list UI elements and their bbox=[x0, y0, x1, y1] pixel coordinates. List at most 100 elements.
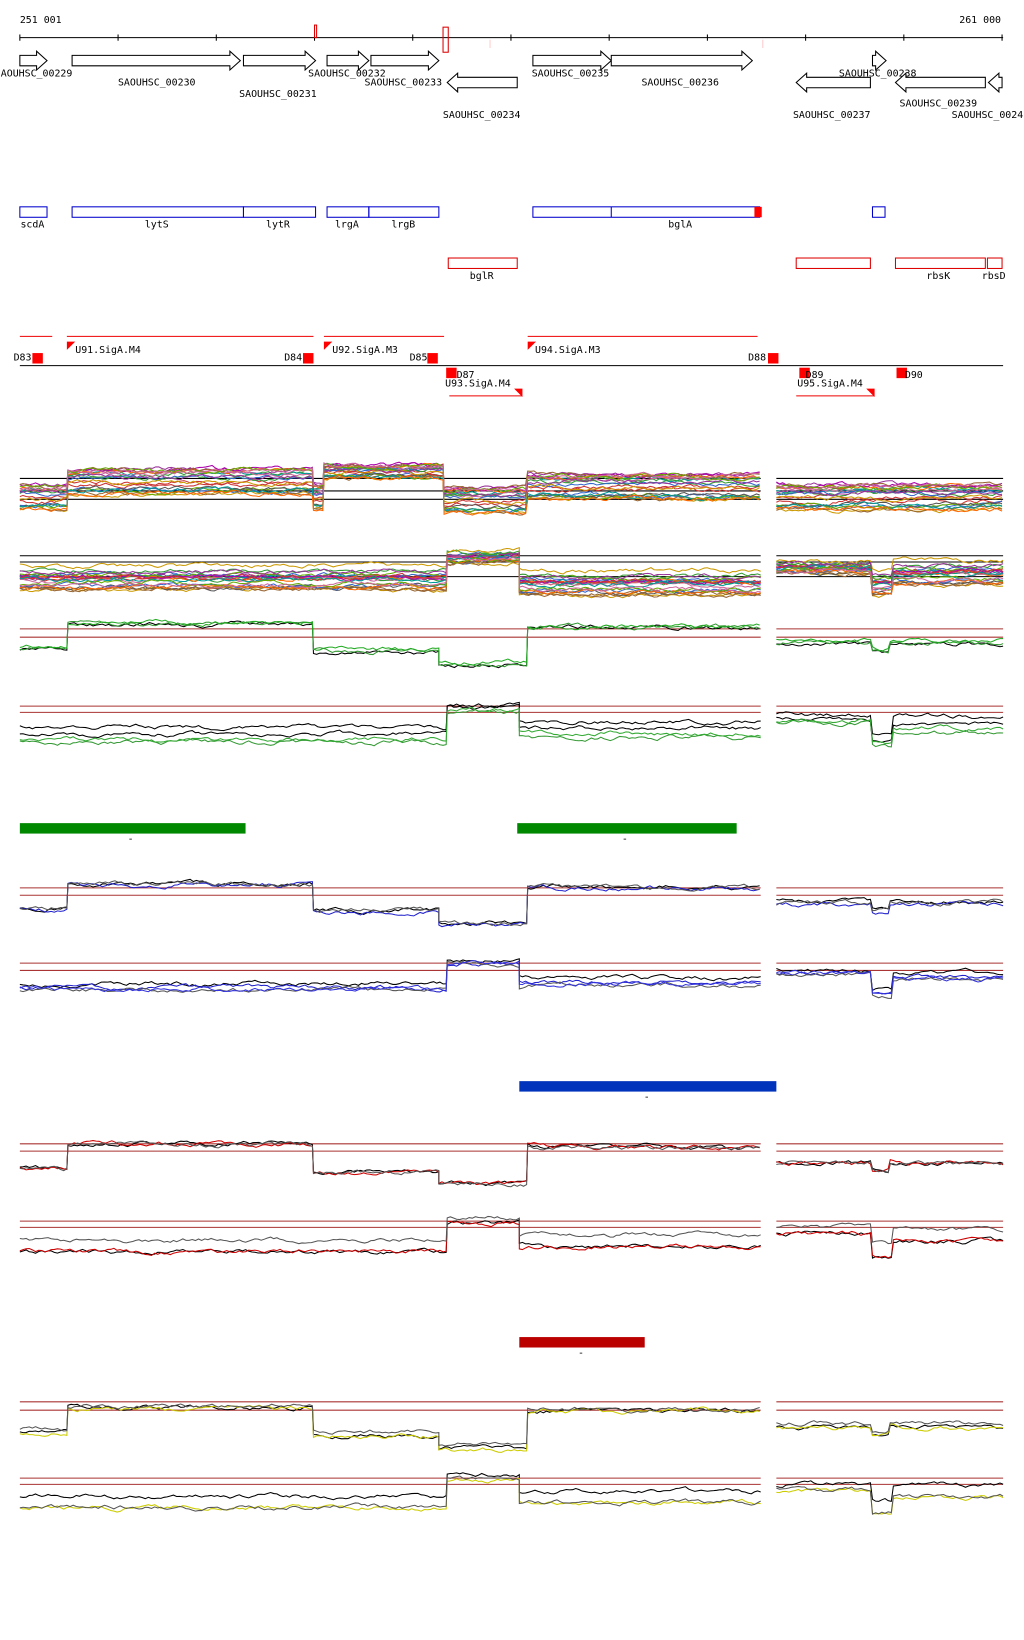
operon-box bbox=[795, 257, 871, 269]
condition-bar bbox=[517, 823, 737, 834]
gene-arrow bbox=[71, 50, 242, 72]
feature-label: U91.SigA.M4 bbox=[75, 345, 141, 356]
terminator bbox=[427, 353, 438, 364]
marker bbox=[442, 26, 449, 53]
gene-arrow bbox=[532, 50, 613, 72]
expression-trace bbox=[19, 707, 1004, 744]
terminator bbox=[896, 367, 907, 379]
expression-trace bbox=[19, 549, 1004, 580]
gene-label: AOUHSC_00229 bbox=[1, 68, 73, 79]
gene-arrow bbox=[326, 50, 370, 72]
feature-label: U93.SigA.M4 bbox=[445, 378, 511, 389]
gene-label: SAOUHSC_00235 bbox=[532, 68, 610, 79]
expression-trace bbox=[19, 1475, 1004, 1515]
feature-label: U92.SigA.M3 bbox=[332, 345, 398, 356]
terminator bbox=[768, 353, 779, 364]
expression-trace bbox=[19, 1472, 1004, 1503]
terminator bbox=[446, 367, 457, 379]
feature-label: D90 bbox=[905, 370, 923, 381]
operon-label: scdA bbox=[20, 220, 44, 231]
expression-trace bbox=[19, 1403, 1004, 1447]
feature-label: D89 bbox=[806, 370, 824, 381]
operon-box bbox=[894, 257, 986, 269]
expression-trace bbox=[19, 1215, 1004, 1245]
gene-label: SAOUHSC_00231 bbox=[239, 89, 317, 100]
gene-arrow bbox=[19, 50, 48, 72]
operon-box bbox=[986, 257, 1003, 269]
feature-label: D88 bbox=[748, 352, 766, 363]
gene-label: SAOUHSC_00230 bbox=[118, 78, 196, 89]
expression-trace bbox=[19, 551, 1004, 581]
terminator bbox=[32, 353, 43, 364]
operon-box bbox=[71, 206, 244, 218]
gene-label: SAOUHSC_00239 bbox=[900, 99, 978, 110]
operon-box bbox=[19, 206, 48, 218]
gene-arrow bbox=[795, 71, 871, 94]
gene-arrow bbox=[871, 50, 887, 72]
operon-box bbox=[326, 206, 370, 218]
gene-label: SAOUHSC_0024 bbox=[952, 110, 1024, 121]
expression-trace bbox=[19, 1477, 1004, 1515]
gene-label: SAOUHSC_00236 bbox=[641, 78, 719, 89]
operon-label: rbsD bbox=[982, 271, 1006, 282]
gene-arrow bbox=[987, 71, 1003, 94]
promoter-flag bbox=[866, 388, 875, 397]
gene-arrow bbox=[894, 71, 986, 94]
condition-bar bbox=[19, 823, 246, 834]
promoter-flag bbox=[323, 341, 333, 350]
expression-trace bbox=[19, 620, 1004, 668]
feature-label: U94.SigA.M3 bbox=[535, 345, 601, 356]
terminator bbox=[303, 353, 314, 364]
terminator bbox=[799, 367, 810, 379]
expression-trace bbox=[19, 556, 1004, 594]
expression-trace bbox=[19, 546, 1004, 575]
gene-arrow bbox=[446, 71, 518, 94]
expression-trace bbox=[19, 462, 1003, 494]
operon-label: rbsK bbox=[926, 271, 950, 282]
expression-trace bbox=[19, 474, 1003, 516]
expression-trace bbox=[19, 960, 1004, 995]
feature-label: D85 bbox=[410, 352, 428, 363]
ruler-end: 261 000 bbox=[959, 15, 1001, 26]
operon-box bbox=[368, 206, 440, 218]
expression-trace bbox=[19, 552, 1004, 586]
operon-box bbox=[447, 257, 518, 269]
condition-label: - bbox=[622, 834, 628, 845]
feature-label: D84 bbox=[284, 352, 302, 363]
expression-trace bbox=[19, 1218, 1004, 1259]
expression-trace bbox=[19, 1140, 1004, 1188]
expression-trace bbox=[19, 1404, 1004, 1453]
gene-label: SAOUHSC_00237 bbox=[793, 110, 871, 121]
condition-bar bbox=[519, 1081, 777, 1092]
condition-label: - bbox=[578, 1348, 584, 1359]
expression-trace bbox=[19, 880, 1004, 927]
gene-arrow bbox=[610, 50, 754, 72]
operon-label: lrgB bbox=[391, 220, 415, 231]
gene-label: SAOUHSC_00232 bbox=[308, 68, 386, 79]
marker bbox=[313, 24, 318, 39]
expression-trace bbox=[19, 701, 1004, 736]
gene-label: SAOUHSC_00233 bbox=[365, 78, 443, 89]
operon-label: bglA bbox=[668, 220, 692, 231]
gene-arrow bbox=[370, 50, 440, 72]
expression-trace bbox=[19, 960, 1004, 999]
operon-label: lytS bbox=[145, 220, 169, 231]
promoter-flag bbox=[527, 341, 537, 350]
feature-label: D83 bbox=[14, 352, 32, 363]
gene-label: SAOUHSC_00234 bbox=[443, 110, 521, 121]
expression-trace bbox=[19, 1220, 1004, 1259]
gene-arrow bbox=[242, 50, 317, 72]
condition-label: - bbox=[128, 834, 134, 845]
operon-box bbox=[532, 206, 761, 218]
operon-box bbox=[754, 206, 762, 218]
operon-box bbox=[871, 206, 886, 218]
gene-label: SAOUHSC_00238 bbox=[839, 68, 917, 79]
condition-label: - bbox=[644, 1092, 650, 1103]
operon-box bbox=[242, 206, 317, 218]
expression-trace bbox=[19, 881, 1004, 928]
ruler-start: 251 001 bbox=[20, 15, 62, 26]
operon-label: bglR bbox=[470, 271, 494, 282]
expression-trace bbox=[19, 462, 1003, 492]
